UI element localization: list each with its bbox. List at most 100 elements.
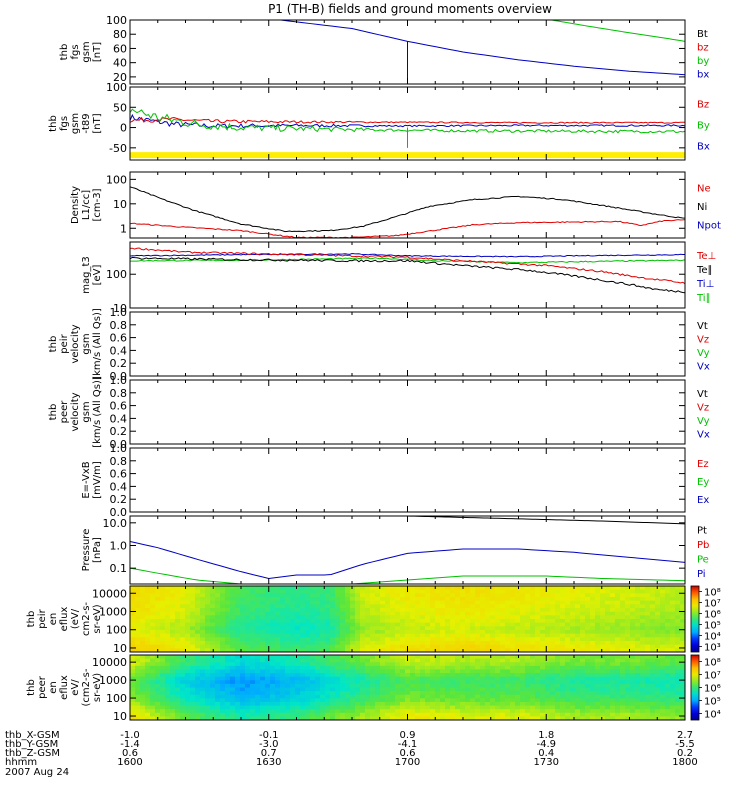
spectro-cell [665, 615, 671, 620]
spectro-cell [220, 604, 226, 609]
spectro-cell [655, 648, 661, 652]
spectro-cell [440, 680, 446, 685]
spectro-cell [140, 705, 146, 710]
spectro-cell [175, 691, 181, 696]
spectro-cell [450, 673, 456, 678]
spectro-cell [310, 698, 316, 703]
spectro-cell [485, 701, 491, 707]
spectro-cell [400, 694, 406, 699]
spectro-cell [335, 615, 341, 620]
spectro-cell [670, 604, 676, 609]
spectro-cell [395, 608, 401, 613]
spectro-cell [650, 648, 656, 652]
spectro-cell [550, 662, 556, 667]
spectro-cell [160, 705, 166, 710]
y-tick-label: 0.8 [110, 455, 128, 468]
spectro-cell [645, 604, 651, 609]
spectro-cell [230, 597, 236, 602]
spectro-cell [500, 705, 506, 710]
y-label-line: velocity [70, 324, 81, 363]
spectro-cell [585, 673, 591, 678]
spectro-cell [235, 673, 241, 678]
spectro-cell [510, 683, 516, 689]
spectro-cell [380, 604, 386, 609]
spectro-cell [310, 608, 316, 613]
y-label-line: [nPa] [92, 537, 103, 563]
spectro-cell [335, 611, 341, 616]
spectro-cell [135, 597, 141, 602]
y-label-line: fgs [70, 44, 81, 59]
spectro-cell [270, 694, 276, 699]
spectro-cell [315, 705, 321, 710]
spectro-cell [485, 630, 491, 635]
spectro-cell [410, 658, 416, 663]
spectro-cell [500, 683, 506, 689]
spectro-cell [420, 716, 426, 720]
spectro-cell [335, 698, 341, 703]
spectro-cell [250, 691, 256, 696]
spectro-cell [595, 633, 601, 638]
spectro-cell [330, 673, 336, 678]
spectro-cell [560, 611, 566, 616]
spectro-cell [470, 655, 476, 660]
spectro-cell [440, 712, 446, 717]
spectro-cell [615, 705, 621, 710]
spectro-cell [155, 611, 161, 616]
spectro-cell [630, 698, 636, 703]
spectro-cell [670, 680, 676, 685]
spectro-cell [215, 698, 221, 703]
spectro-cell [615, 698, 621, 703]
spectro-cell [245, 655, 251, 660]
spectro-cell [590, 716, 596, 720]
y-label-line: gsm [70, 113, 81, 134]
spectro-cell [640, 658, 646, 663]
spectro-cell [575, 705, 581, 710]
spectro-cell [220, 709, 226, 714]
spectro-cell [600, 701, 606, 707]
y-label-line: [km/s (All Qs)] [92, 376, 103, 448]
spectro-cell [245, 593, 251, 598]
spectro-cell [265, 701, 271, 707]
spectro-cell [455, 683, 461, 689]
spectro-cell [410, 615, 416, 620]
spectro-cell [495, 641, 501, 646]
spectro-cell [410, 622, 416, 627]
spectro-cell [545, 648, 551, 652]
spectro-cell [310, 600, 316, 605]
spectro-cell [490, 619, 496, 624]
spectro-cell [285, 633, 291, 638]
spectro-cell [450, 633, 456, 638]
spectro-cell [275, 680, 281, 685]
spectro-cell [645, 615, 651, 620]
spectro-cell [530, 691, 536, 696]
y-tick-label: 10.0 [103, 517, 128, 530]
spectro-cell [595, 648, 601, 652]
spectro-cell [390, 687, 396, 692]
spectro-cell [325, 626, 331, 631]
spectro-cell [490, 716, 496, 720]
spectro-cell [485, 683, 491, 689]
spectro-cell [440, 669, 446, 674]
spectro-cell [675, 655, 681, 660]
spectro-cell [455, 641, 461, 646]
spectro-cell [530, 716, 536, 720]
ephem-value: 0.9 [400, 730, 416, 741]
spectro-cell [180, 648, 186, 652]
spectro-cell [455, 658, 461, 663]
spectro-cell [460, 641, 466, 646]
spectro-cell [565, 644, 571, 649]
spectro-cell [165, 604, 171, 609]
spectro-cell [575, 658, 581, 663]
spectro-cell [605, 701, 611, 707]
spectro-cell [525, 694, 531, 699]
spectro-cell [355, 673, 361, 678]
spectro-cell [380, 644, 386, 649]
spectro-cell [270, 705, 276, 710]
spectro-cell [680, 633, 685, 638]
spectro-cell [515, 705, 521, 710]
spectro-cell [635, 622, 641, 627]
spectro-cell [575, 648, 581, 652]
spectro-cell [180, 593, 186, 598]
spectro-cell [415, 637, 421, 642]
spectro-cell [155, 593, 161, 598]
